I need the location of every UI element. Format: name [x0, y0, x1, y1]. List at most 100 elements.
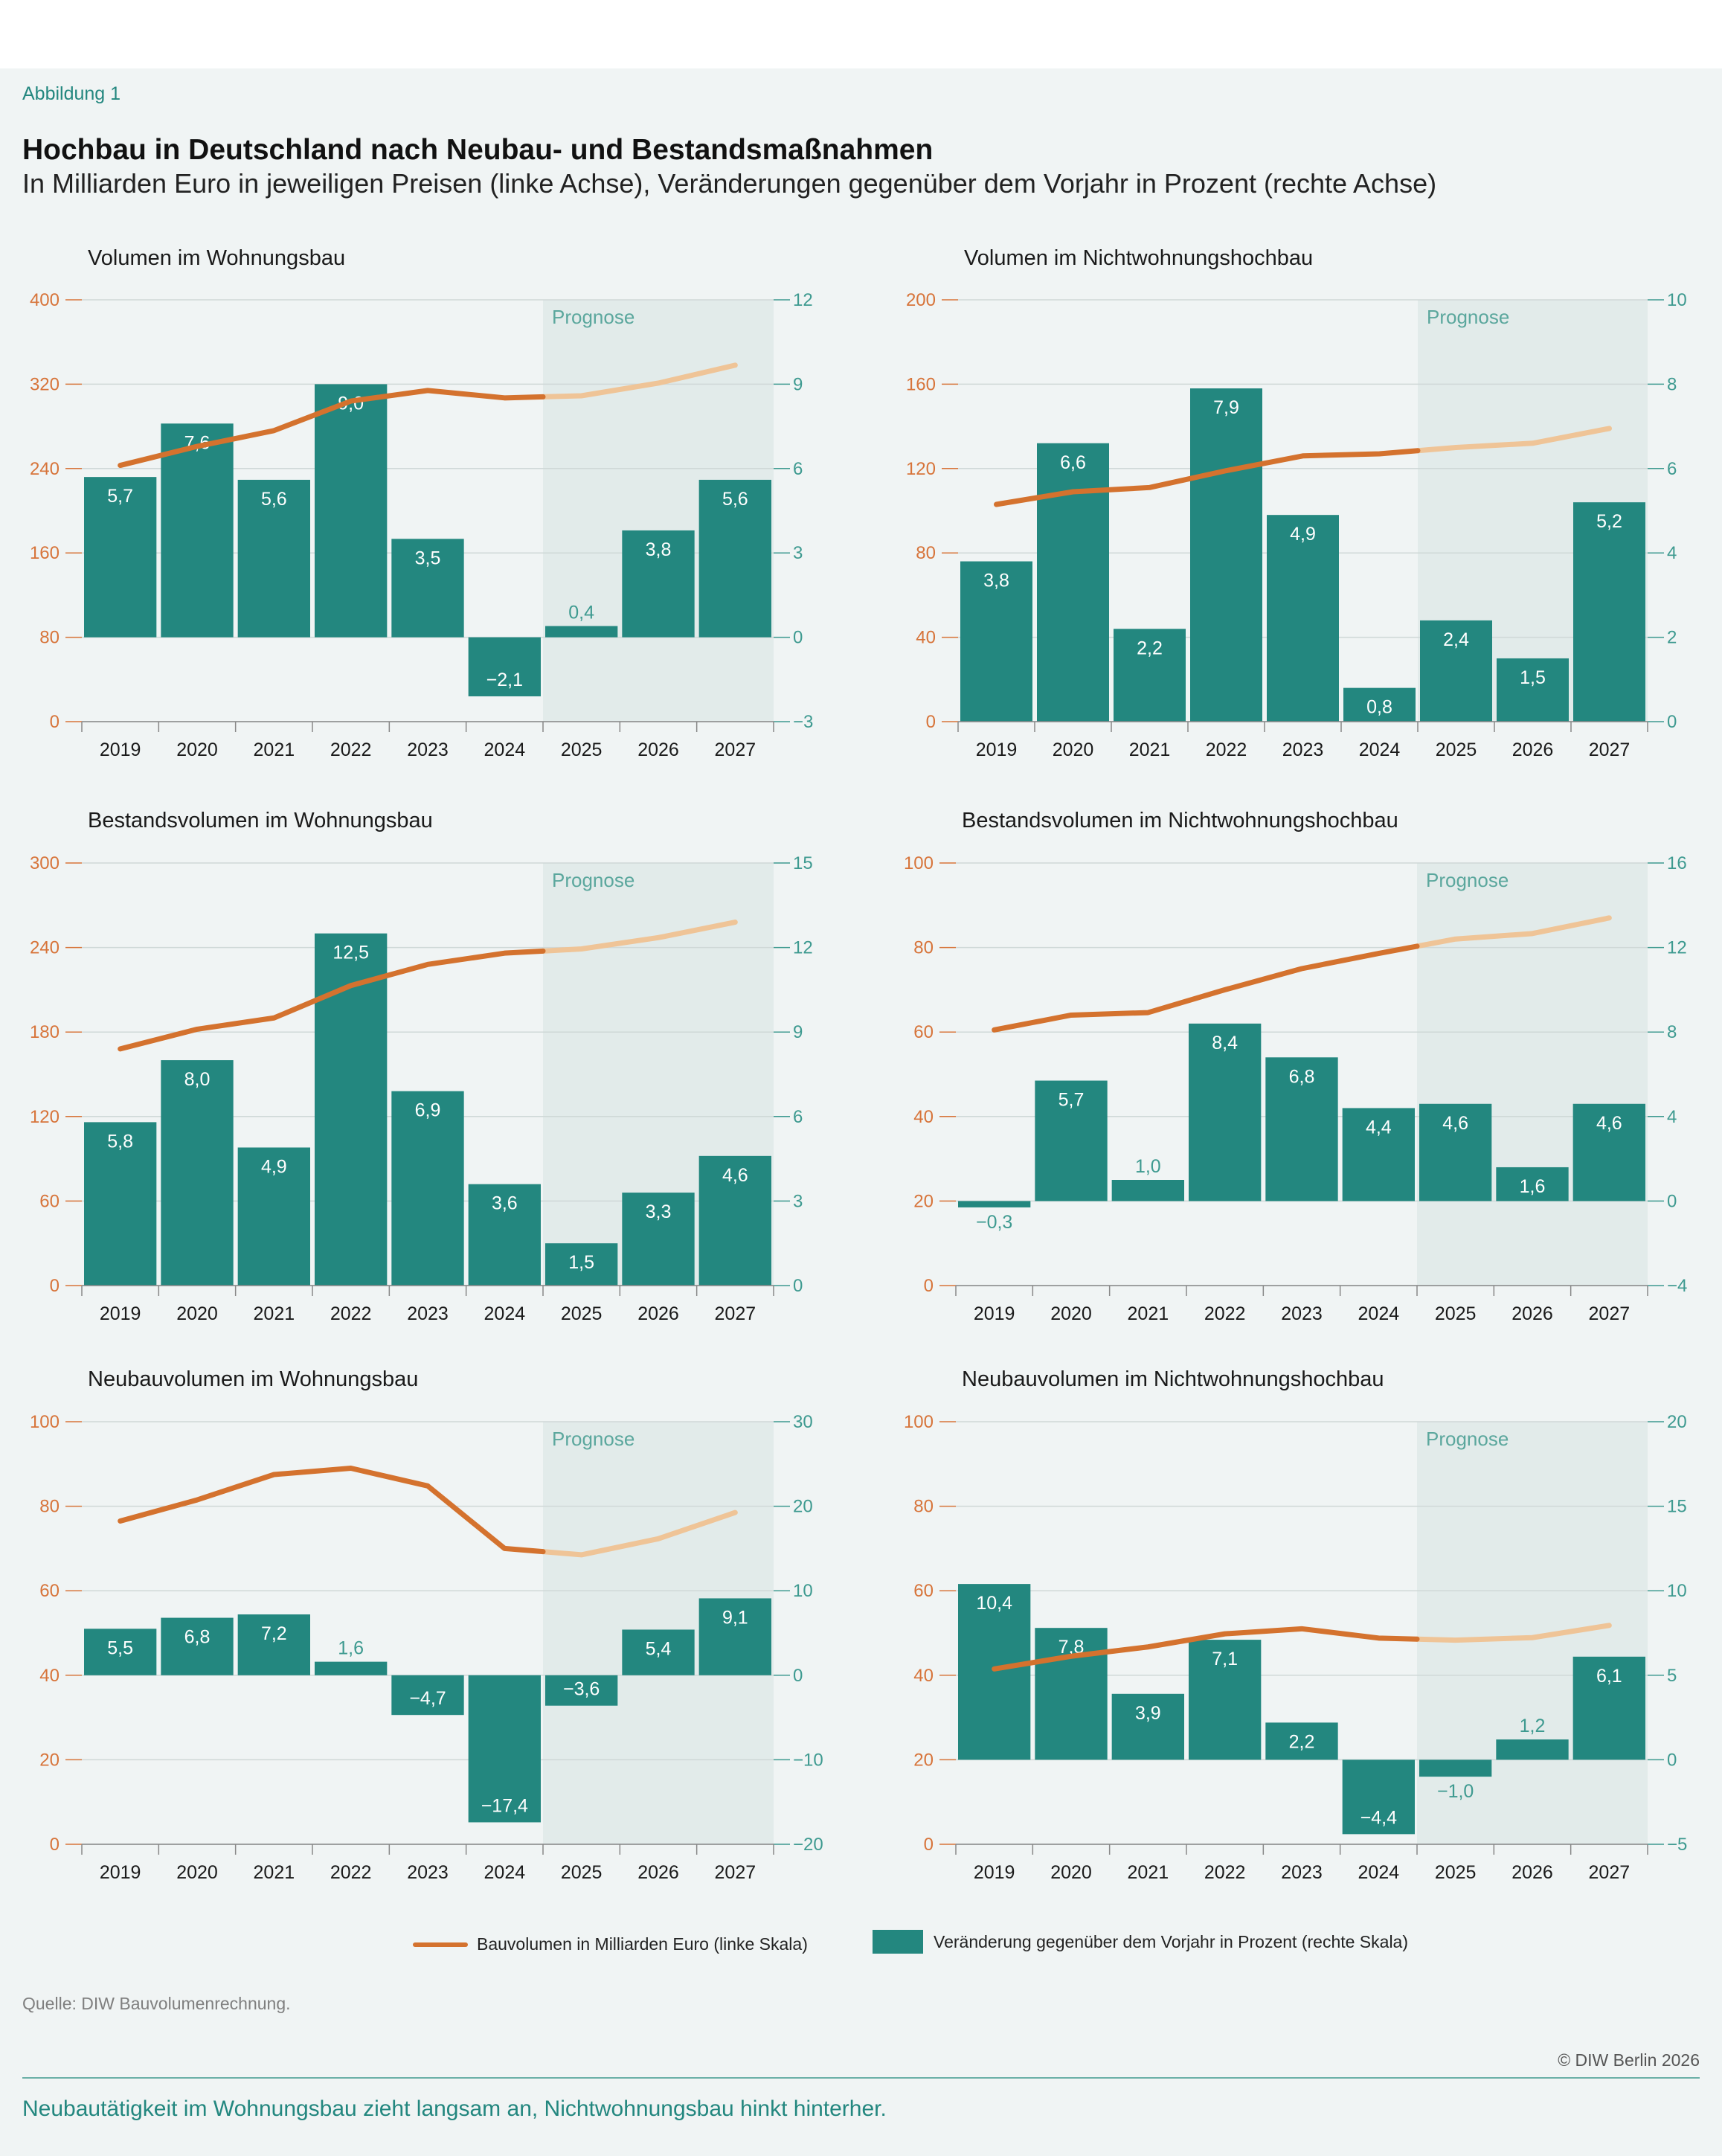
bar-label: 8,4 [1212, 1033, 1238, 1053]
bar [698, 1155, 771, 1286]
bar [1265, 1057, 1338, 1201]
x-tick-label: 2026 [637, 739, 679, 760]
bar [1419, 1759, 1492, 1777]
forecast-label: Prognose [1426, 869, 1509, 891]
bar-label: 2,2 [1289, 1731, 1315, 1752]
left-tick-label: 240 [30, 459, 60, 479]
right-tick-label: 9 [793, 374, 803, 394]
x-tick-label: 2025 [561, 1303, 603, 1324]
legend-item-bar: Veränderung gegenüber dem Vorjahr in Pro… [873, 1930, 1408, 1954]
bar [468, 1184, 541, 1286]
bar-label: −0,3 [976, 1212, 1012, 1233]
bar-label: 1,5 [1520, 667, 1546, 688]
x-tick-label: 2024 [484, 1303, 526, 1324]
left-tick-label: 80 [913, 1497, 934, 1517]
bar [698, 479, 771, 638]
bar [1037, 443, 1109, 722]
volume-line-forecast [1415, 426, 1612, 454]
right-tick-label: 0 [793, 1666, 803, 1686]
volume-line [118, 948, 546, 1052]
x-tick-label: 2020 [176, 1862, 218, 1883]
left-tick-label: 0 [926, 712, 936, 732]
left-tick-label: 80 [916, 543, 936, 563]
chart-panel-2: Volumen im Nichtwohnungshochbau Prognose 0… [906, 246, 1687, 760]
figure-label: Abbildung 1 [22, 83, 121, 104]
left-tick-label: 20 [913, 1191, 934, 1211]
left-tick-label: 80 [39, 628, 60, 648]
right-tick-label: 10 [1667, 1581, 1687, 1601]
left-tick-label: 0 [50, 1276, 60, 1296]
bar [1342, 1759, 1415, 1835]
volume-line-forecast [540, 1509, 738, 1558]
bar-label: 4,6 [1596, 1113, 1622, 1134]
chart-title: Bestandsvolumen im Wohnungsbau [88, 809, 433, 832]
x-tick-label: 2024 [484, 739, 526, 760]
bar-label: 1,6 [1520, 1176, 1546, 1197]
volume-line-forecast [540, 920, 738, 954]
bar [391, 1675, 464, 1716]
x-tick-label: 2025 [561, 739, 603, 760]
bar [315, 933, 388, 1286]
bar-label: 1,6 [338, 1638, 364, 1659]
source-note: Quelle: DIW Bauvolumenrechnung. [22, 1994, 291, 2013]
volume-line-forecast [1414, 1623, 1612, 1643]
bar [468, 1675, 541, 1823]
bar [1189, 1023, 1262, 1201]
left-tick-label: 20 [39, 1750, 60, 1770]
right-tick-label: 3 [793, 1191, 803, 1211]
left-tick-label: 0 [50, 1835, 60, 1855]
bar [1035, 1080, 1108, 1201]
right-tick-label: −20 [793, 1835, 823, 1855]
bar-label: 3,5 [415, 548, 441, 568]
left-tick-label: 100 [904, 1412, 934, 1432]
x-tick-label: 2023 [407, 1303, 449, 1324]
bar-label: 5,6 [722, 489, 748, 510]
bar [161, 1060, 234, 1286]
x-tick-label: 2022 [1204, 1303, 1246, 1324]
bar [1035, 1628, 1108, 1760]
x-tick-label: 2022 [330, 1303, 372, 1324]
left-tick-label: 100 [30, 1412, 60, 1432]
x-tick-label: 2023 [1281, 1303, 1323, 1324]
bar-label: 4,4 [1366, 1117, 1392, 1138]
bar-label: 5,7 [107, 486, 133, 507]
bar [1496, 1739, 1569, 1760]
bar [237, 479, 310, 638]
left-tick-label: 320 [30, 374, 60, 394]
footer-caption: Neubautätigkeit im Wohnungsbau zieht lan… [22, 2096, 887, 2121]
left-tick-label: 400 [30, 290, 60, 310]
bar [391, 539, 464, 638]
bar [1267, 515, 1339, 722]
bar [1497, 658, 1569, 722]
bar-label: 3,3 [646, 1201, 672, 1222]
x-tick-label: 2024 [484, 1862, 526, 1883]
x-tick-label: 2020 [1050, 1862, 1092, 1883]
left-tick-label: 240 [30, 938, 60, 958]
bar [545, 1243, 618, 1286]
x-tick-label: 2021 [1128, 1303, 1169, 1324]
x-tick-label: 2021 [254, 1862, 295, 1883]
volume-line [118, 1465, 546, 1555]
left-tick-label: 120 [30, 1107, 60, 1127]
forecast-label: Prognose [552, 869, 634, 891]
x-tick-label: 2021 [254, 1303, 295, 1324]
x-tick-label: 2026 [1511, 1862, 1553, 1883]
right-tick-label: 5 [1667, 1666, 1677, 1686]
x-tick-label: 2025 [1435, 1862, 1477, 1883]
left-tick-label: 40 [39, 1666, 60, 1686]
volume-line-forecast [1414, 915, 1612, 949]
bar [237, 1147, 310, 1286]
bar-label: 3,9 [1135, 1703, 1161, 1724]
bar-label: −17,4 [481, 1795, 528, 1816]
bar-label: 6,6 [1060, 452, 1086, 473]
x-tick-label: 2019 [100, 1862, 141, 1883]
x-tick-label: 2023 [1281, 1862, 1323, 1883]
bar [315, 384, 388, 638]
forecast-label: Prognose [552, 1428, 634, 1450]
right-tick-label: 10 [1667, 290, 1687, 310]
bar-label: −3,6 [563, 1679, 600, 1700]
left-tick-label: 60 [913, 1022, 934, 1042]
chart-panel-6: Neubauvolumen im Nichtwohnungshochbau Pro… [904, 1367, 1687, 1883]
forecast-label: Prognose [1427, 306, 1509, 328]
